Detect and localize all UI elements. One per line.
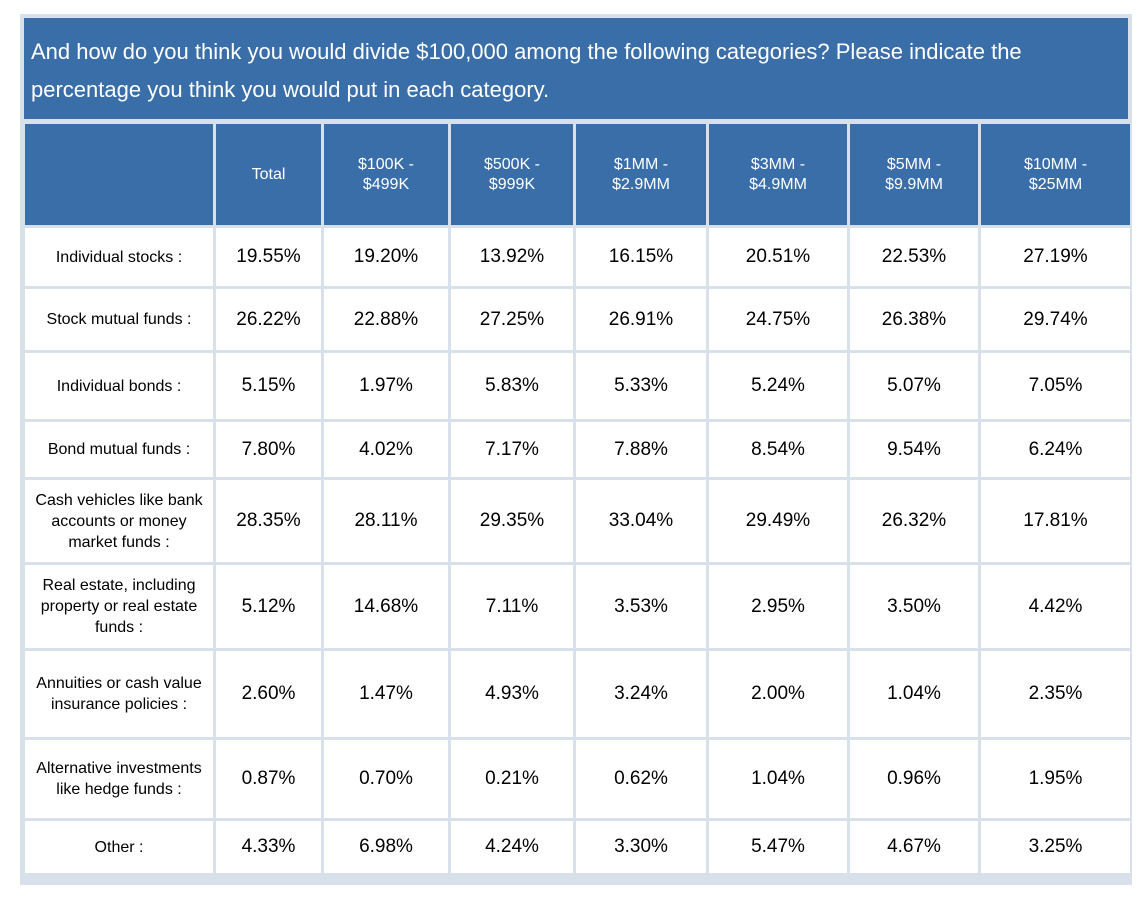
value-cell: 5.83% xyxy=(451,353,573,419)
row-label: Individual bonds : xyxy=(25,353,213,419)
value-cell: 3.25% xyxy=(981,821,1130,873)
column-header: $100K - $499K xyxy=(324,124,448,225)
row-label: Individual stocks : xyxy=(25,228,213,286)
value-cell: 4.93% xyxy=(451,651,573,737)
value-cell: 3.50% xyxy=(850,565,978,648)
value-cell: 7.17% xyxy=(451,422,573,477)
value-cell: 0.96% xyxy=(850,740,978,818)
table-row: Other :4.33% 6.98% 4.24% 3.30% 5.47% 4.67% 3.2… xyxy=(25,821,1130,873)
value-cell: 29.49% xyxy=(709,480,847,562)
value-cell: 6.98% xyxy=(324,821,448,873)
value-cell: 27.19% xyxy=(981,228,1130,286)
value-cell: 5.07% xyxy=(850,353,978,419)
row-label: Other : xyxy=(25,821,213,873)
value-cell: 5.33% xyxy=(576,353,706,419)
row-label: Real estate, including property or real … xyxy=(25,565,213,648)
value-cell: 22.88% xyxy=(324,289,448,350)
value-cell: 0.62% xyxy=(576,740,706,818)
table-body: Individual stocks :19.55% 19.20% 13.92% 16.… xyxy=(25,228,1130,873)
value-cell: 14.68% xyxy=(324,565,448,648)
value-cell: 4.67% xyxy=(850,821,978,873)
value-cell: 3.53% xyxy=(576,565,706,648)
value-cell: 19.20% xyxy=(324,228,448,286)
value-cell: 1.95% xyxy=(981,740,1130,818)
value-cell: 13.92% xyxy=(451,228,573,286)
column-header: $1MM - $2.9MM xyxy=(576,124,706,225)
value-cell: 26.32% xyxy=(850,480,978,562)
value-cell: 7.88% xyxy=(576,422,706,477)
value-cell: 24.75% xyxy=(709,289,847,350)
value-cell: 4.24% xyxy=(451,821,573,873)
value-cell: 1.04% xyxy=(709,740,847,818)
value-cell: 0.87% xyxy=(216,740,321,818)
table-row: Cash vehicles like bank accounts or mone… xyxy=(25,480,1130,562)
value-cell: 28.11% xyxy=(324,480,448,562)
header-cell-blank xyxy=(25,124,213,225)
value-cell: 1.97% xyxy=(324,353,448,419)
table-row: Stock mutual funds :26.22% 22.88% 27.25% 26… xyxy=(25,289,1130,350)
header-row: Total $100K - $499K $500K - $999K $1MM - $2.9M… xyxy=(25,124,1130,225)
value-cell: 0.70% xyxy=(324,740,448,818)
value-cell: 28.35% xyxy=(216,480,321,562)
row-label: Alternative investments like hedge funds… xyxy=(25,740,213,818)
table-row: Individual stocks :19.55% 19.20% 13.92% 16.… xyxy=(25,228,1130,286)
row-label: Stock mutual funds : xyxy=(25,289,213,350)
value-cell: 5.15% xyxy=(216,353,321,419)
value-cell: 17.81% xyxy=(981,480,1130,562)
value-cell: 16.15% xyxy=(576,228,706,286)
value-cell: 19.55% xyxy=(216,228,321,286)
value-cell: 1.47% xyxy=(324,651,448,737)
value-cell: 8.54% xyxy=(709,422,847,477)
value-cell: 2.00% xyxy=(709,651,847,737)
column-header: $5MM - $9.9MM xyxy=(850,124,978,225)
value-cell: 29.74% xyxy=(981,289,1130,350)
table-row: Real estate, including property or real … xyxy=(25,565,1130,648)
table-row: Annuities or cash value insurance polici… xyxy=(25,651,1130,737)
table-row: Individual bonds :5.15% 1.97% 5.83% 5.33% 5.… xyxy=(25,353,1130,419)
value-cell: 4.33% xyxy=(216,821,321,873)
value-cell: 7.05% xyxy=(981,353,1130,419)
value-cell: 1.04% xyxy=(850,651,978,737)
value-cell: 2.60% xyxy=(216,651,321,737)
column-header: Total xyxy=(216,124,321,225)
value-cell: 26.38% xyxy=(850,289,978,350)
value-cell: 2.95% xyxy=(709,565,847,648)
value-cell: 2.35% xyxy=(981,651,1130,737)
value-cell: 6.24% xyxy=(981,422,1130,477)
value-cell: 9.54% xyxy=(850,422,978,477)
value-cell: 5.24% xyxy=(709,353,847,419)
value-cell: 33.04% xyxy=(576,480,706,562)
value-cell: 29.35% xyxy=(451,480,573,562)
value-cell: 7.80% xyxy=(216,422,321,477)
value-cell: 0.21% xyxy=(451,740,573,818)
value-cell: 7.11% xyxy=(451,565,573,648)
value-cell: 26.22% xyxy=(216,289,321,350)
value-cell: 4.02% xyxy=(324,422,448,477)
value-cell: 22.53% xyxy=(850,228,978,286)
value-cell: 4.42% xyxy=(981,565,1130,648)
row-label: Annuities or cash value insurance polici… xyxy=(25,651,213,737)
allocation-table: Total $100K - $499K $500K - $999K $1MM - $2.9M… xyxy=(22,121,1133,876)
value-cell: 3.24% xyxy=(576,651,706,737)
column-header: $3MM - $4.9MM xyxy=(709,124,847,225)
row-label: Bond mutual funds : xyxy=(25,422,213,477)
value-cell: 3.30% xyxy=(576,821,706,873)
column-header: $10MM - $25MM xyxy=(981,124,1130,225)
value-cell: 5.12% xyxy=(216,565,321,648)
table-row: Bond mutual funds :7.80% 4.02% 7.17% 7.88% 8… xyxy=(25,422,1130,477)
row-label: Cash vehicles like bank accounts or mone… xyxy=(25,480,213,562)
column-header: $500K - $999K xyxy=(451,124,573,225)
value-cell: 5.47% xyxy=(709,821,847,873)
value-cell: 20.51% xyxy=(709,228,847,286)
table-row: Alternative investments like hedge funds… xyxy=(25,740,1130,818)
question-header: And how do you think you would divide $1… xyxy=(24,18,1128,119)
value-cell: 26.91% xyxy=(576,289,706,350)
value-cell: 27.25% xyxy=(451,289,573,350)
